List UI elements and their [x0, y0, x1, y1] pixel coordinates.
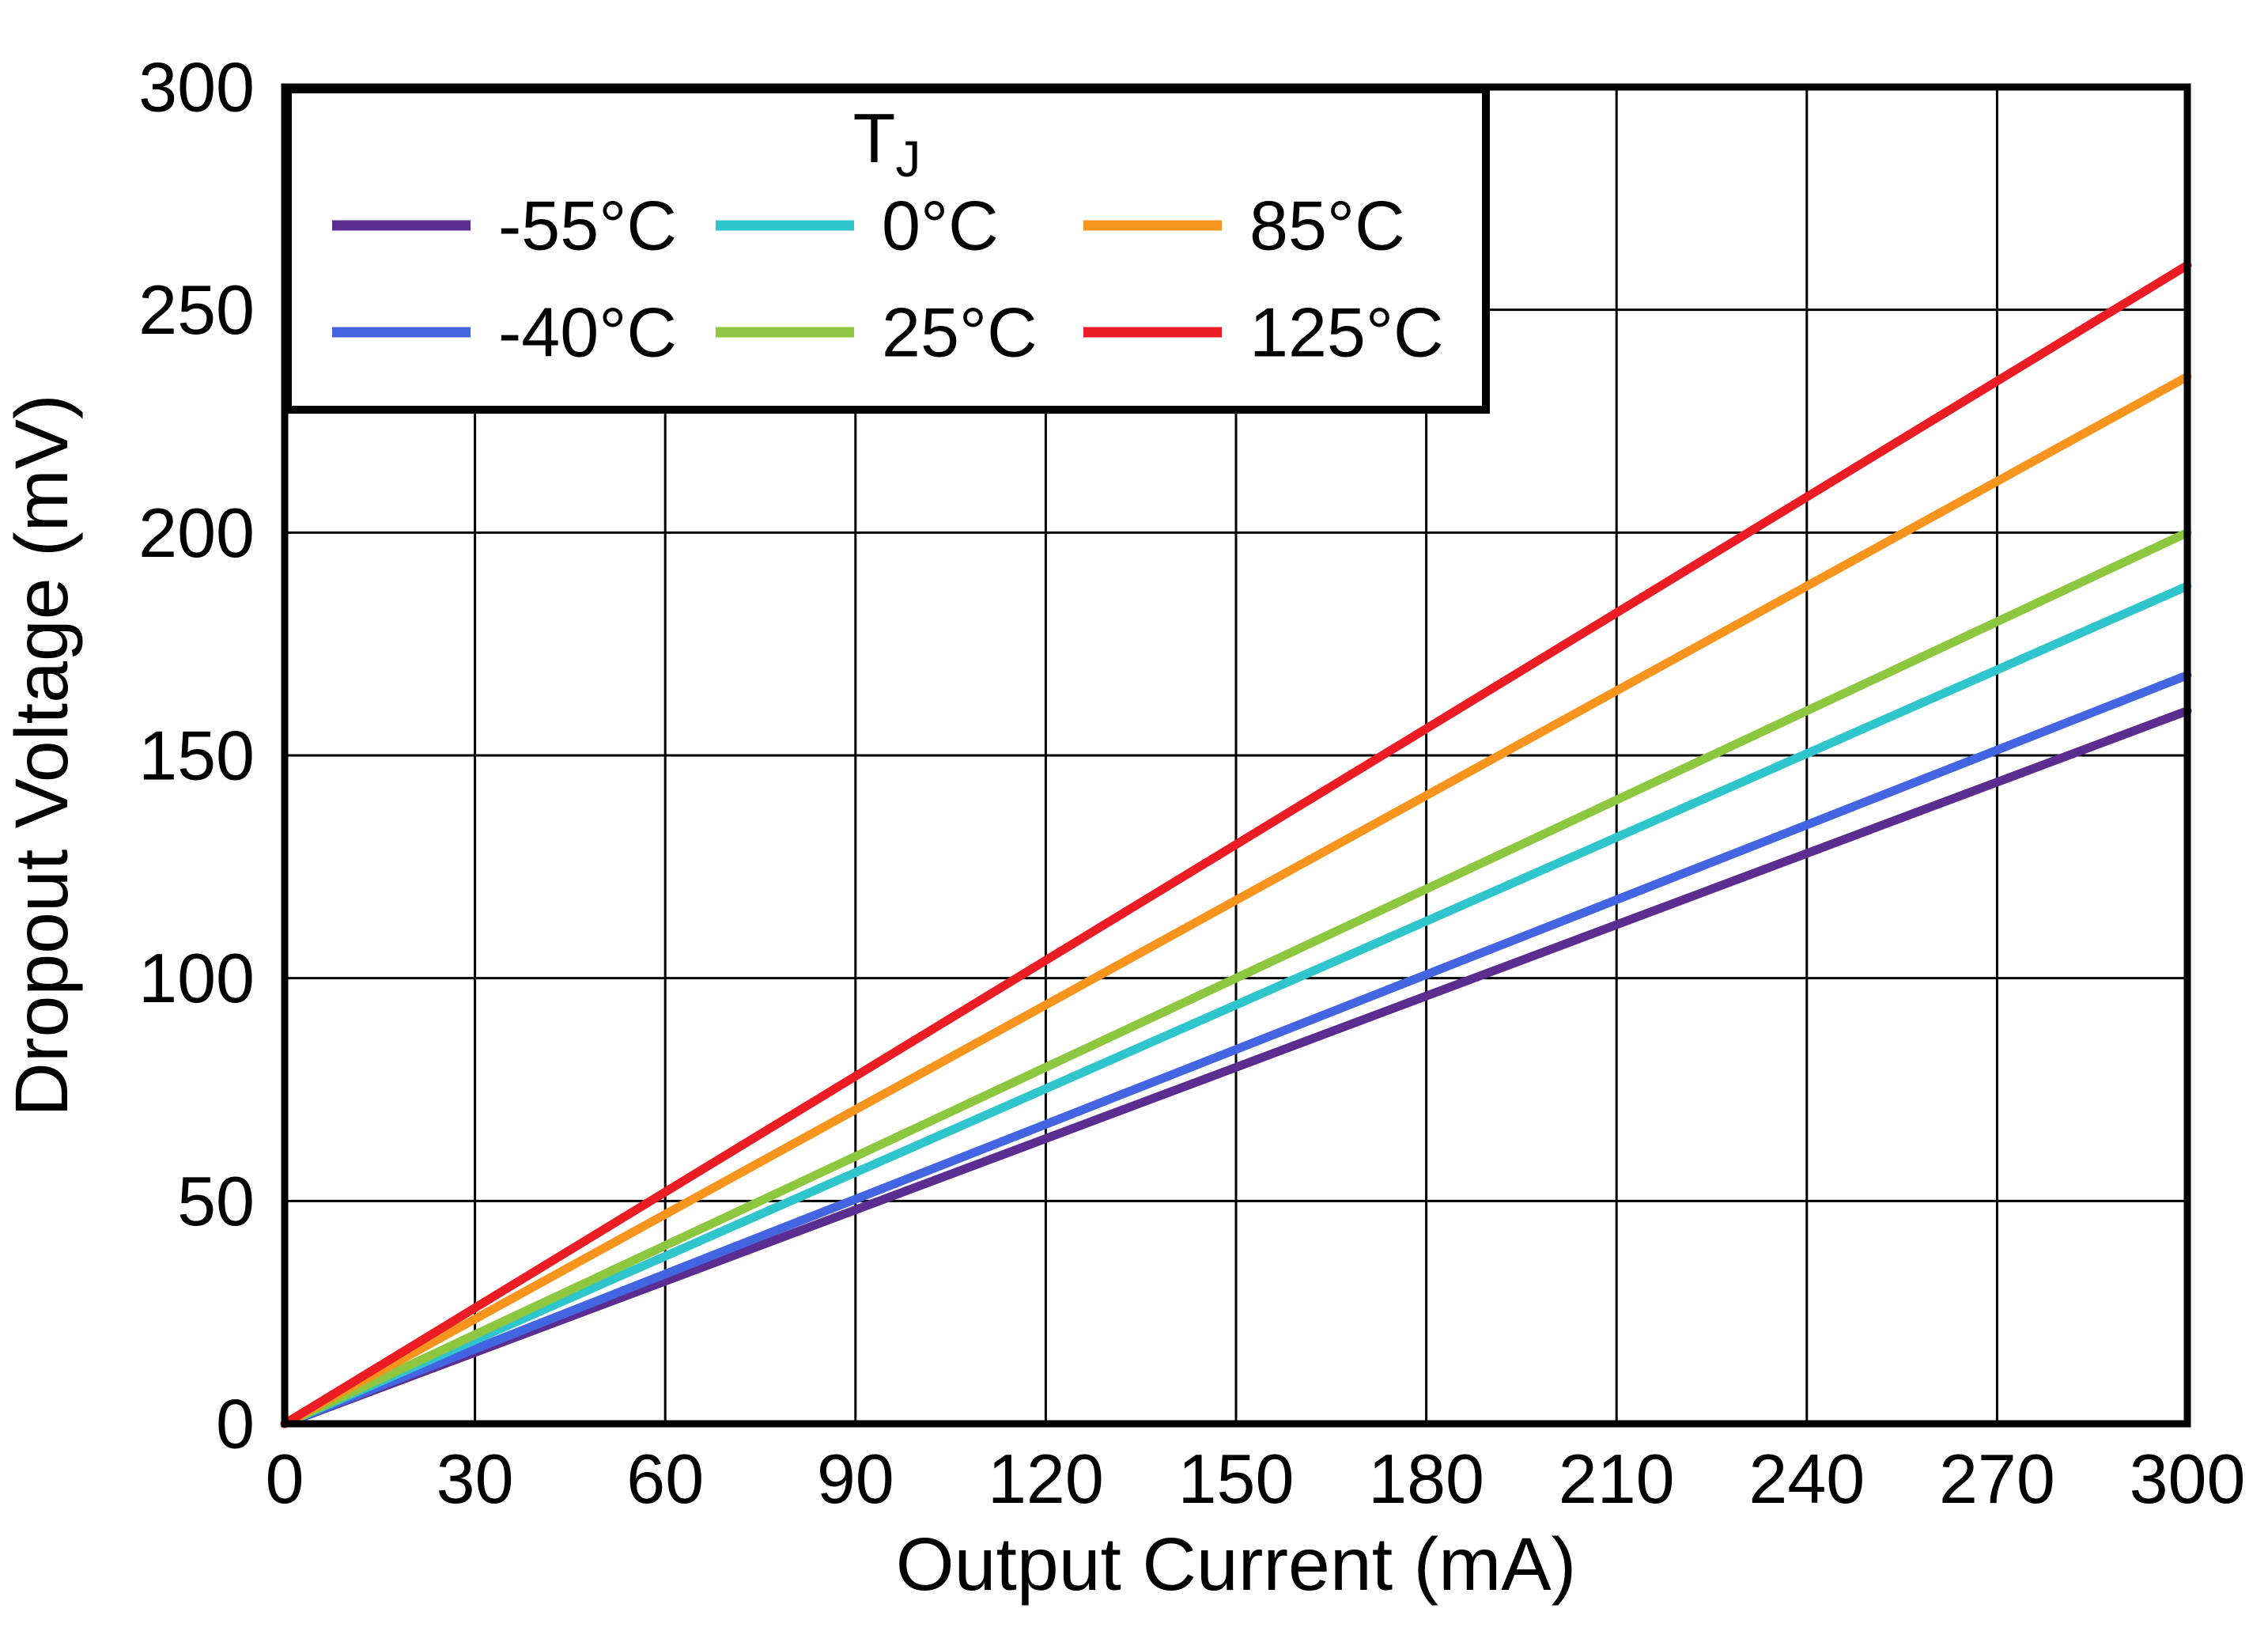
- y-tick-label: 0: [216, 1385, 255, 1463]
- y-tick-label: 150: [138, 717, 255, 795]
- legend-entry-label: 125°C: [1249, 293, 1444, 372]
- x-tick-label: 270: [1939, 1440, 2055, 1518]
- y-tick-label: 100: [138, 939, 255, 1017]
- legend-entry-label: 85°C: [1249, 187, 1405, 265]
- chart-legend: TJ -55°C -40°C 0°C 25°C 85°C 125°C: [284, 85, 1490, 414]
- x-tick-label: 300: [2130, 1440, 2246, 1518]
- series-line: [280, 528, 2192, 1429]
- x-tick-label: 90: [817, 1440, 894, 1518]
- series-line: [280, 706, 2192, 1429]
- series-line: [280, 260, 2192, 1429]
- legend-entry-label: 0°C: [882, 187, 999, 265]
- legend-entry-label: -55°C: [498, 187, 677, 265]
- legend-title: TJ: [853, 99, 921, 187]
- x-tick-label: 150: [1178, 1440, 1295, 1518]
- x-tick-label: 240: [1748, 1440, 1865, 1518]
- x-tick-label: 210: [1559, 1440, 1675, 1518]
- y-tick-label: 50: [177, 1162, 255, 1240]
- y-axis-title: Dropout Voltage (mV): [0, 394, 84, 1117]
- x-tick-label: 0: [266, 1440, 304, 1518]
- x-tick-label: 180: [1368, 1440, 1484, 1518]
- chart-plot-area: 0 30 60 90 120 150 180 210 240 270 300 0 50 100 150 200…: [138, 48, 2245, 1519]
- x-axis-title: Output Current (mA): [896, 1523, 1577, 1606]
- legend-box: [284, 85, 1490, 414]
- legend-entry-label: 25°C: [882, 293, 1038, 372]
- series-line: [280, 581, 2192, 1429]
- x-tick-label: 60: [626, 1440, 704, 1518]
- series-line: [280, 372, 2192, 1429]
- series-line: [280, 671, 2192, 1429]
- y-tick-label: 250: [138, 271, 255, 349]
- x-tick-label: 30: [437, 1440, 514, 1518]
- y-tick-label: 200: [138, 494, 255, 572]
- y-tick-label: 300: [138, 48, 255, 127]
- legend-entry-label: -40°C: [498, 293, 677, 372]
- x-tick-label: 120: [988, 1440, 1104, 1518]
